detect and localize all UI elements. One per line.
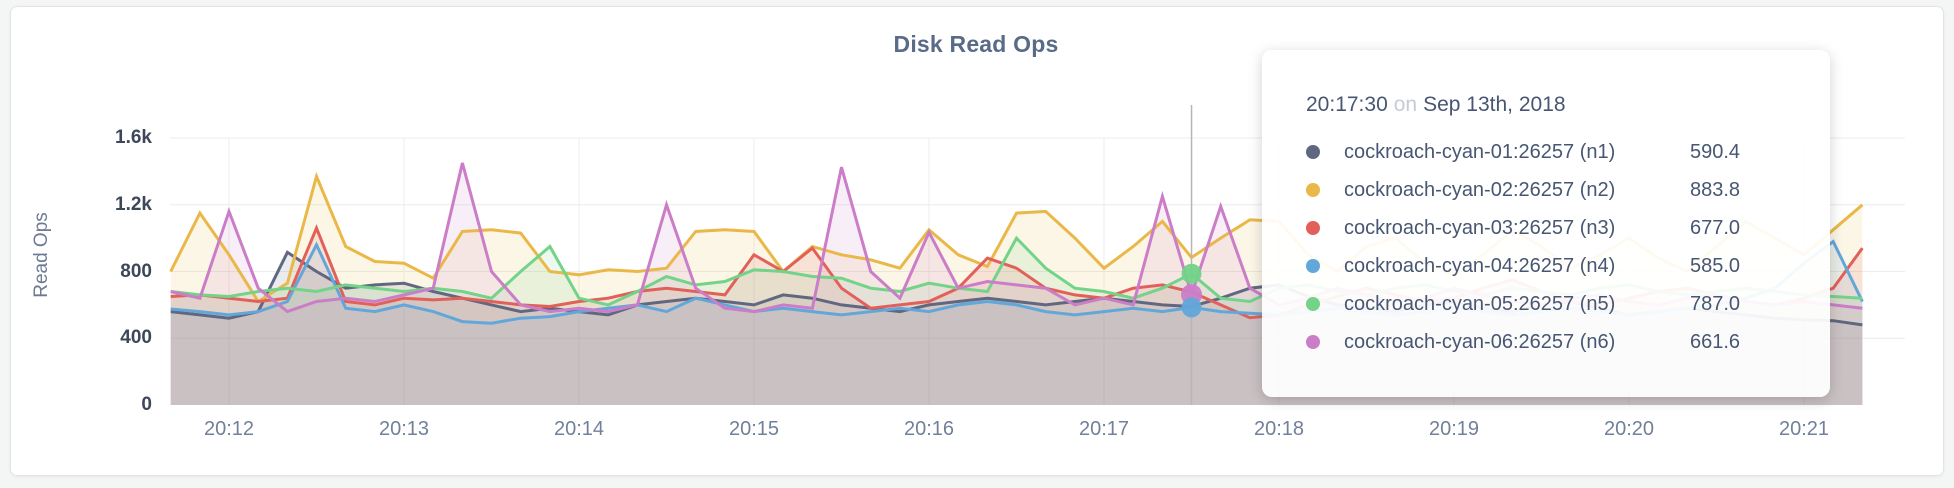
y-tick-label: 400: [120, 327, 152, 349]
tooltip-series-row: cockroach-cyan-03:26257 (n3) 677.0: [1306, 209, 1810, 247]
tooltip-series-row: cockroach-cyan-06:26257 (n6) 661.6: [1306, 323, 1810, 361]
hover-dot-n5: [1181, 263, 1202, 284]
x-tick-label: 20:21: [1778, 418, 1830, 440]
hover-dot-n4: [1181, 297, 1202, 318]
x-tick-label: 20:14: [553, 418, 605, 440]
x-tick-label: 20:15: [728, 418, 780, 440]
tooltip-date: Sep 13th, 2018: [1423, 93, 1566, 116]
chart-title: Disk Read Ops: [893, 31, 1059, 57]
legend-series-value: 590.4: [1690, 140, 1741, 163]
legend-dot-icon: [1306, 221, 1320, 235]
legend-series-name: cockroach-cyan-01:26257 (n1): [1344, 140, 1616, 163]
legend-dot-icon: [1306, 183, 1320, 197]
x-tick-label: 20:13: [378, 418, 430, 440]
legend-dot-icon: [1306, 145, 1320, 159]
y-tick-label: 0: [141, 394, 152, 415]
legend-dot-icon: [1306, 259, 1320, 273]
tooltip-series-row: cockroach-cyan-05:26257 (n5) 787.0: [1306, 285, 1810, 323]
legend-series-name: cockroach-cyan-02:26257 (n2): [1344, 178, 1616, 201]
legend-dot-icon: [1306, 297, 1320, 311]
legend-series-value: 585.0: [1690, 254, 1741, 277]
x-tick-label: 20:17: [1078, 418, 1130, 440]
tooltip-series-row: cockroach-cyan-01:26257 (n1) 590.4: [1306, 133, 1810, 171]
tooltip-on-separator: on: [1393, 93, 1418, 116]
legend-series-value: 677.0: [1690, 216, 1741, 239]
tooltip-time: 20:17:30: [1306, 93, 1388, 116]
legend-series-name: cockroach-cyan-06:26257 (n6): [1344, 330, 1616, 353]
x-tick-label: 20:18: [1253, 418, 1305, 440]
x-tick-label: 20:19: [1428, 418, 1480, 440]
legend-series-value: 883.8: [1690, 178, 1741, 201]
x-tick-label: 20:16: [903, 418, 955, 440]
hover-tooltip: 20:17:30 on Sep 13th, 2018 cockroach-cyan-…: [1262, 50, 1830, 397]
y-tick-label: 1.6k: [115, 127, 152, 148]
tooltip-series-row: cockroach-cyan-04:26257 (n4) 585.0: [1306, 247, 1810, 285]
legend-series-value: 661.6: [1690, 330, 1741, 353]
y-tick-label: 1.2k: [115, 193, 152, 215]
y-tick-label: 800: [120, 260, 152, 282]
legend-series-value: 787.0: [1690, 292, 1741, 315]
legend-series-name: cockroach-cyan-04:26257 (n4): [1344, 254, 1616, 277]
x-tick-label: 20:20: [1603, 418, 1655, 440]
legend-series-name: cockroach-cyan-03:26257 (n3): [1344, 216, 1616, 239]
legend-series-name: cockroach-cyan-05:26257 (n5): [1344, 292, 1616, 315]
x-tick-label: 20:12: [203, 418, 255, 440]
tooltip-series-row: cockroach-cyan-02:26257 (n2) 883.8: [1306, 171, 1810, 209]
tooltip-timestamp: 20:17:30 on Sep 13th, 2018: [1306, 92, 1810, 118]
legend-dot-icon: [1306, 335, 1320, 349]
tooltip-legend-rows: cockroach-cyan-01:26257 (n1) 590.4 cockroa…: [1306, 133, 1810, 361]
